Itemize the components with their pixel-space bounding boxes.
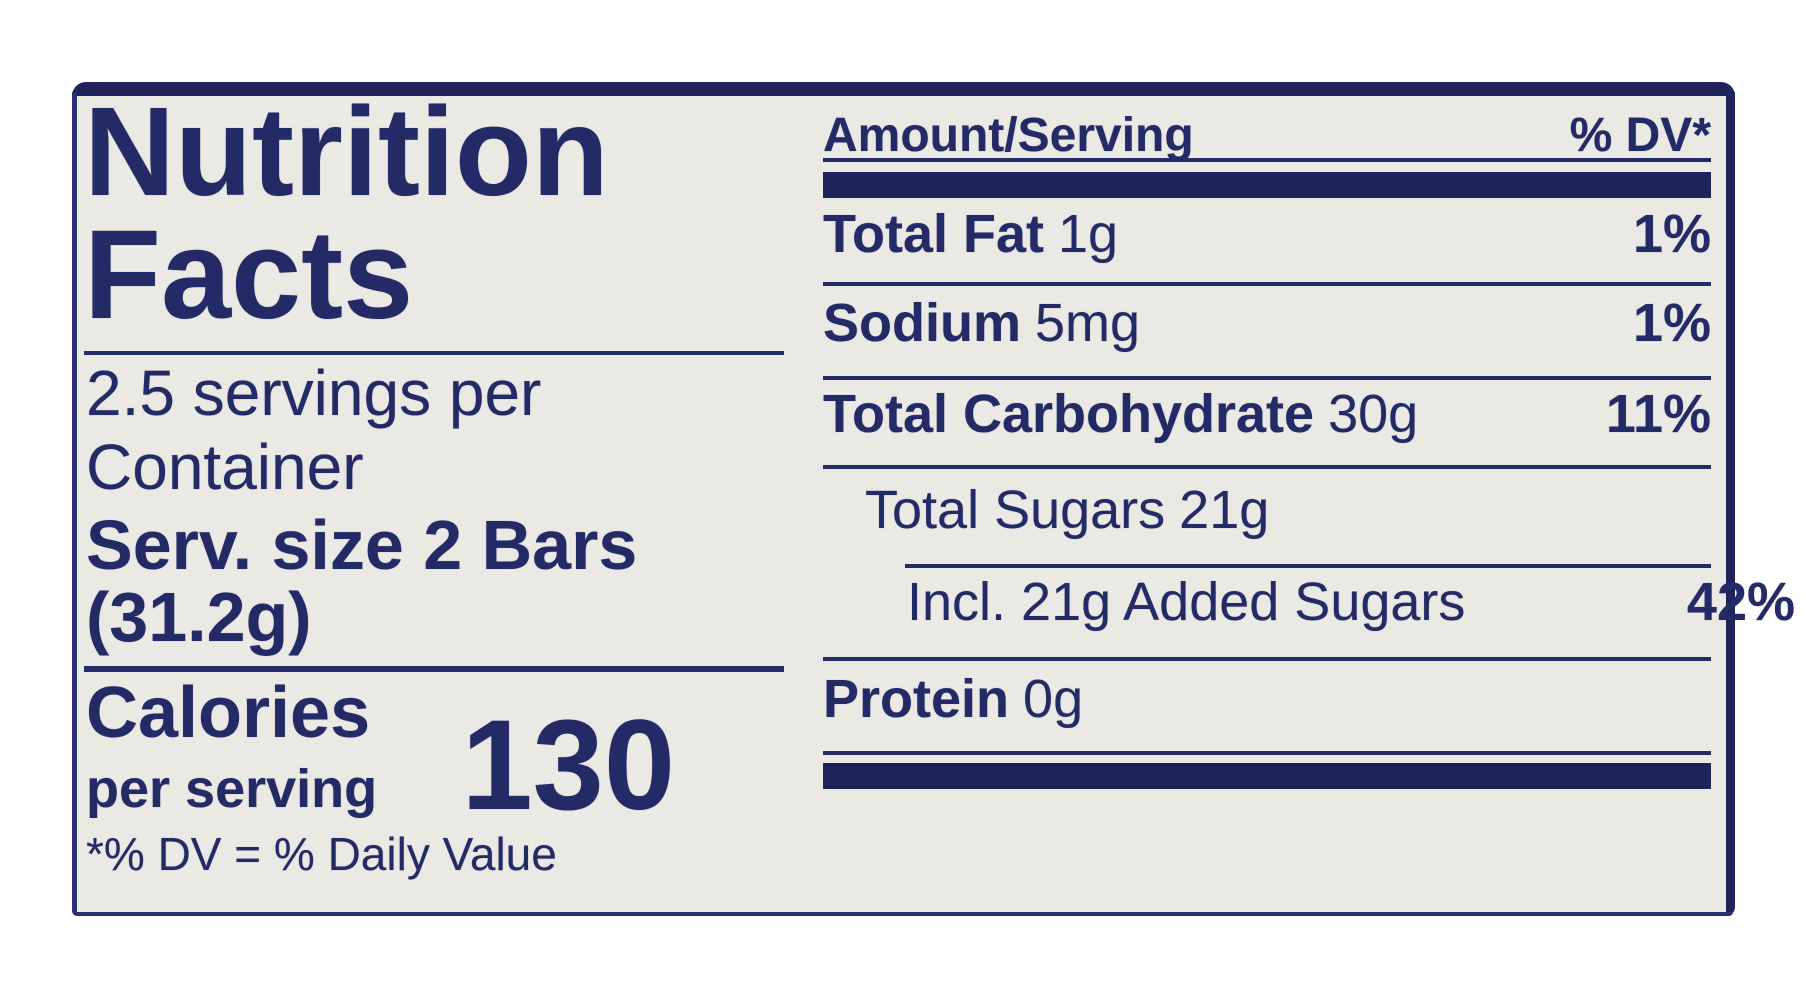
nutrient-dv: 11% (1605, 384, 1711, 444)
nutrient-name: Total Carbohydrate (823, 384, 1315, 444)
row-divider (823, 282, 1711, 286)
table-row-total-carbohydrate: Total Carbohydrate 30g 11% (823, 384, 1711, 444)
serving-size-line2: (31.2g) (86, 578, 312, 656)
nutrient-name: Total Fat (823, 204, 1044, 264)
label-title-line2: Facts (84, 204, 414, 345)
nutrient-name: Protein (823, 669, 1010, 729)
table-row-added-sugars: Incl. 21g Added Sugars 42% (823, 572, 1795, 632)
nutrient-dv: 1% (1632, 204, 1711, 264)
servings-line2: Container (86, 431, 364, 503)
nutrient-amount: 1g (1057, 204, 1119, 264)
calories-label: Calories (86, 673, 371, 753)
row-divider (823, 376, 1711, 380)
row-divider (823, 657, 1711, 661)
nutrient-amount: 5mg (1035, 293, 1141, 353)
label-border-left (72, 92, 77, 916)
nutrient-amount: 30g (1328, 384, 1419, 444)
nutrient-dv: 42% (1686, 572, 1795, 632)
table-header-row: Amount/Serving % DV* (823, 108, 1711, 164)
nutrition-facts-label: Nutrition Facts 2.5 servings per Contain… (72, 81, 1795, 916)
dv-footnote: *% DV = % Daily Value (86, 828, 557, 880)
calories-sublabel: per serving (86, 759, 378, 819)
footer-thin-rule (823, 751, 1711, 755)
row-divider (823, 465, 1711, 469)
footer-thick-bar (823, 763, 1711, 789)
serving-size: Serv. size 2 Bars (31.2g) (86, 509, 637, 653)
nutrient-amount: 0g (1023, 669, 1084, 729)
nutrient-name: Sodium (823, 293, 1021, 353)
left-divider-top (84, 351, 784, 355)
servings-per-container: 2.5 servings per Container (86, 356, 541, 504)
calories-block: Calories per serving (86, 675, 377, 817)
serving-size-line1: Serv. size 2 Bars (86, 506, 638, 584)
percent-dv-header: % DV* (1569, 109, 1711, 162)
amount-serving-header: Amount/Serving (823, 109, 1194, 162)
header-thin-rule (823, 158, 1711, 162)
label-title: Nutrition Facts (84, 81, 609, 345)
label-border-right (1726, 92, 1735, 916)
header-thick-bar (823, 172, 1711, 198)
left-divider-bottom (84, 666, 784, 672)
calories-value: 130 (461, 694, 675, 837)
table-row-total-sugars: Total Sugars 21g (823, 480, 1753, 540)
label-border-bottom (74, 912, 1733, 916)
table-row-sodium: Sodium 5mg 1% (823, 293, 1711, 353)
table-row-total-fat: Total Fat 1g 1% (823, 204, 1711, 264)
row-divider-indented (905, 564, 1711, 568)
servings-line1: 2.5 servings per (86, 357, 542, 429)
nutrient-name: Incl. 21g Added Sugars (907, 572, 1466, 632)
nutrient-amount: 21g (1179, 480, 1270, 540)
table-row-protein: Protein 0g (823, 669, 1711, 729)
label-border-top (72, 82, 1735, 96)
nutrient-name: Total Sugars (865, 480, 1166, 540)
label-title-line1: Nutrition (84, 81, 609, 222)
nutrient-dv: 1% (1632, 293, 1711, 353)
